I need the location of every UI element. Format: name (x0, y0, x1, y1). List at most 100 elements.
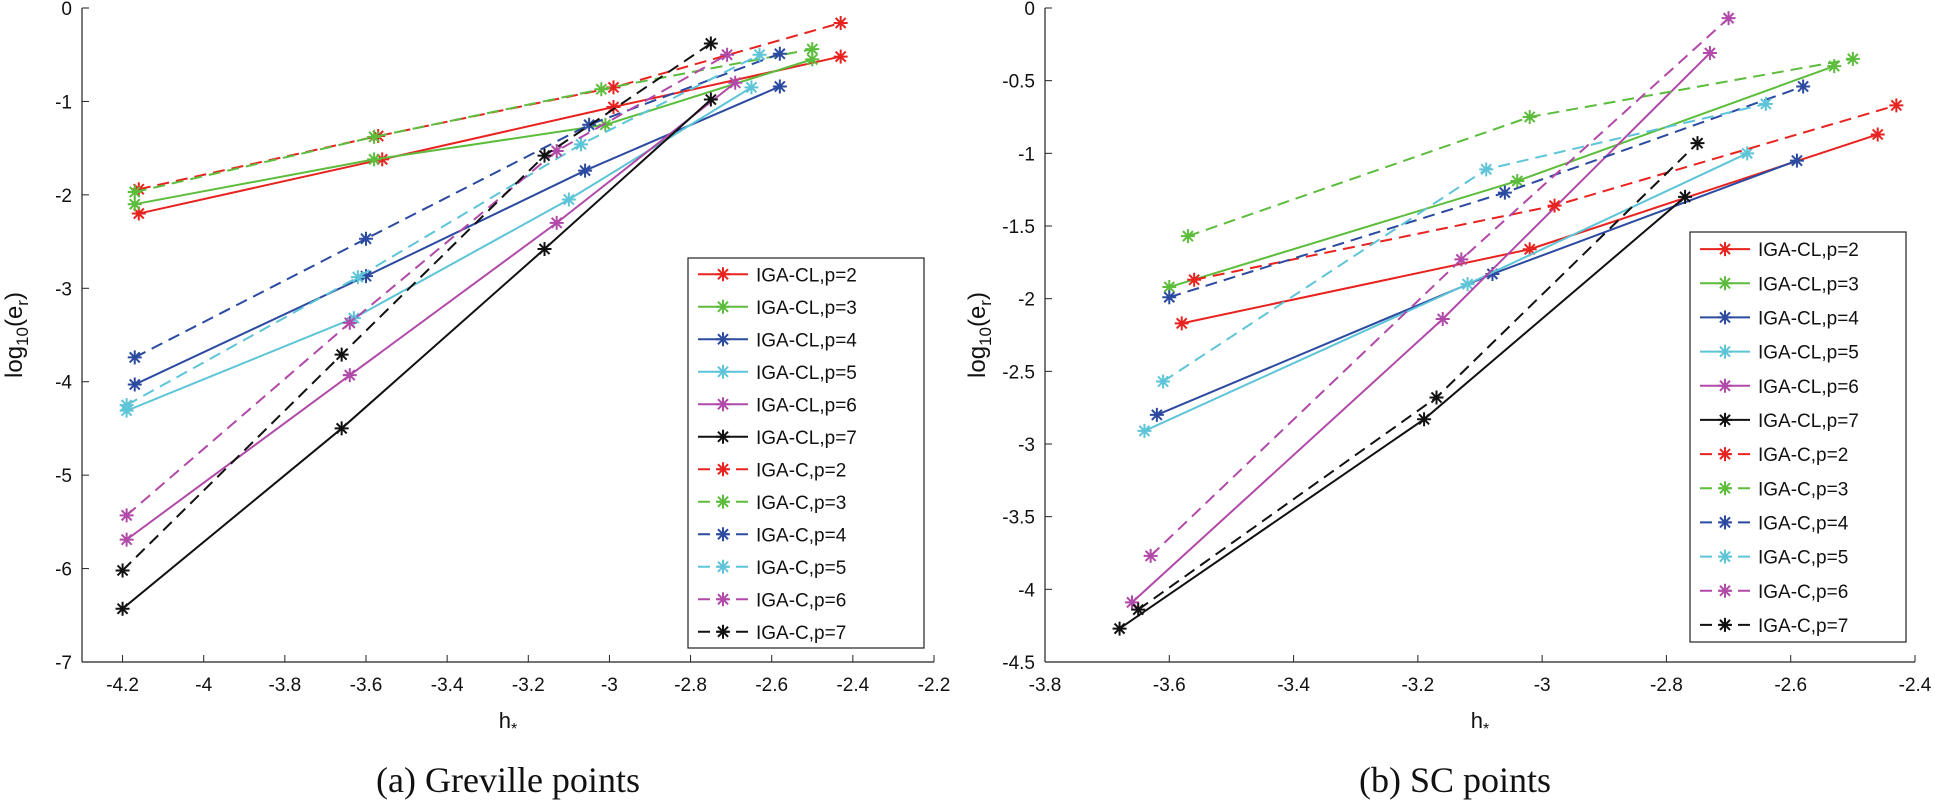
legend-marker (716, 267, 730, 282)
x-tick-label: -4.2 (106, 675, 139, 696)
data-point (537, 148, 552, 163)
y-tick-label: -0.5 (1002, 72, 1035, 93)
series-line (134, 85, 781, 386)
data-point (1112, 621, 1127, 636)
legend-marker (716, 527, 730, 542)
x-tick-label: -3.2 (1401, 675, 1434, 696)
series-IGA-CL,p=2 (131, 49, 848, 221)
data-point (1460, 277, 1475, 292)
series-IGA-C,p=4 (1162, 79, 1811, 305)
y-axis-label-part: r (13, 300, 32, 306)
series-IGA-C,p=7 (115, 36, 718, 578)
x-tick-label: -3.4 (1277, 675, 1310, 696)
x-tick-label: -3 (1534, 675, 1551, 696)
legend-entry: IGA-C,p=3 (756, 493, 846, 514)
series-line (126, 86, 752, 412)
x-axis-label: h* (499, 708, 517, 738)
series-line (1149, 17, 1730, 557)
data-point (334, 421, 349, 436)
data-point (131, 206, 146, 221)
data-point (728, 75, 743, 90)
data-point (1789, 153, 1804, 168)
data-point (1162, 290, 1177, 305)
series-line (138, 55, 841, 215)
legend-marker (716, 299, 730, 314)
y-tick-label: -2 (55, 186, 72, 207)
data-point (833, 49, 848, 64)
series-IGA-C,p=2 (131, 15, 848, 197)
y-tick-label: -4.5 (1002, 653, 1035, 674)
data-point (1690, 136, 1705, 151)
data-point (833, 15, 848, 30)
data-point (1497, 185, 1512, 200)
data-point (594, 82, 609, 97)
y-tick-label: -3 (55, 279, 72, 300)
series-IGA-CL,p=7 (115, 92, 718, 616)
data-point (574, 137, 589, 152)
y-tick-label: -1.5 (1002, 217, 1035, 238)
legend-marker (1718, 583, 1732, 598)
data-point (1721, 11, 1736, 26)
x-tick-label: -2.4 (836, 675, 869, 696)
legend-entry: IGA-C,p=5 (756, 558, 846, 579)
legend-marker (1718, 276, 1732, 291)
data-point (1174, 316, 1189, 331)
legend-box (1689, 231, 1907, 643)
data-point (703, 36, 718, 51)
legend-entry: IGA-C,p=6 (1758, 582, 1848, 603)
data-point (119, 508, 134, 523)
series-IGA-CL,p=4 (1149, 153, 1804, 422)
data-point (1522, 110, 1537, 124)
data-point (744, 80, 759, 95)
data-point (1435, 312, 1450, 327)
data-point (1454, 252, 1469, 267)
legend-marker (1718, 549, 1732, 564)
panel-greville: -4.2 -4 -3.8 -3.6 -3.4 -3.2 -3 -2.8 -2.6 -2.4 -2.2… (1, 0, 950, 738)
y-tick-label: -5 (55, 466, 72, 487)
y-tick-label: -7 (55, 653, 72, 674)
y-tick-label: 0 (1024, 0, 1035, 20)
legend-entry: IGA-CL,p=6 (756, 395, 857, 416)
data-point (127, 350, 142, 365)
x-tick-label: -2.6 (1774, 675, 1807, 696)
series-IGA-CL,p=7 (1112, 189, 1693, 636)
legend: IGA-CL,p=2 IGA-CL,p=3 IGA-CL,p=4 IGA-CL,p=5… (687, 257, 925, 649)
data-point (1740, 146, 1755, 161)
data-point (115, 601, 130, 616)
data-point (1796, 79, 1811, 94)
data-point (561, 192, 576, 207)
series-line (121, 98, 712, 610)
data-point (1510, 173, 1525, 188)
x-tick-label: -4 (195, 675, 212, 696)
data-point (1678, 189, 1693, 204)
data-point (115, 563, 130, 578)
data-point (772, 46, 787, 61)
legend-entry: IGA-CL,p=4 (1758, 308, 1859, 329)
data-point (1137, 423, 1152, 438)
legend-marker (1718, 412, 1732, 427)
data-point (342, 315, 357, 330)
legend-entry: IGA-C,p=3 (1758, 479, 1848, 500)
data-point (720, 47, 735, 62)
y-tick-label: -3 (1018, 435, 1035, 456)
legend-marker (716, 559, 730, 574)
data-point (598, 117, 613, 132)
data-point (367, 152, 382, 167)
series-line (126, 53, 760, 406)
legend-marker (1718, 617, 1732, 632)
x-tick-label: -3.2 (512, 675, 545, 696)
data-point (1845, 51, 1860, 66)
data-point (1143, 548, 1158, 563)
x-axis-label-sub: * (1483, 721, 1489, 738)
legend-marker (1718, 310, 1732, 325)
x-tick-label: -3 (601, 675, 618, 696)
legend-marker (1718, 344, 1732, 359)
legend-entry: IGA-CL,p=3 (756, 298, 857, 319)
series-line (1162, 102, 1767, 383)
data-point (359, 269, 373, 284)
legend-marker (716, 462, 730, 477)
y-axis-label-part: r (976, 300, 995, 306)
y-tick-label: -2.5 (1002, 362, 1035, 383)
data-point (127, 377, 142, 392)
data-point (127, 185, 142, 200)
